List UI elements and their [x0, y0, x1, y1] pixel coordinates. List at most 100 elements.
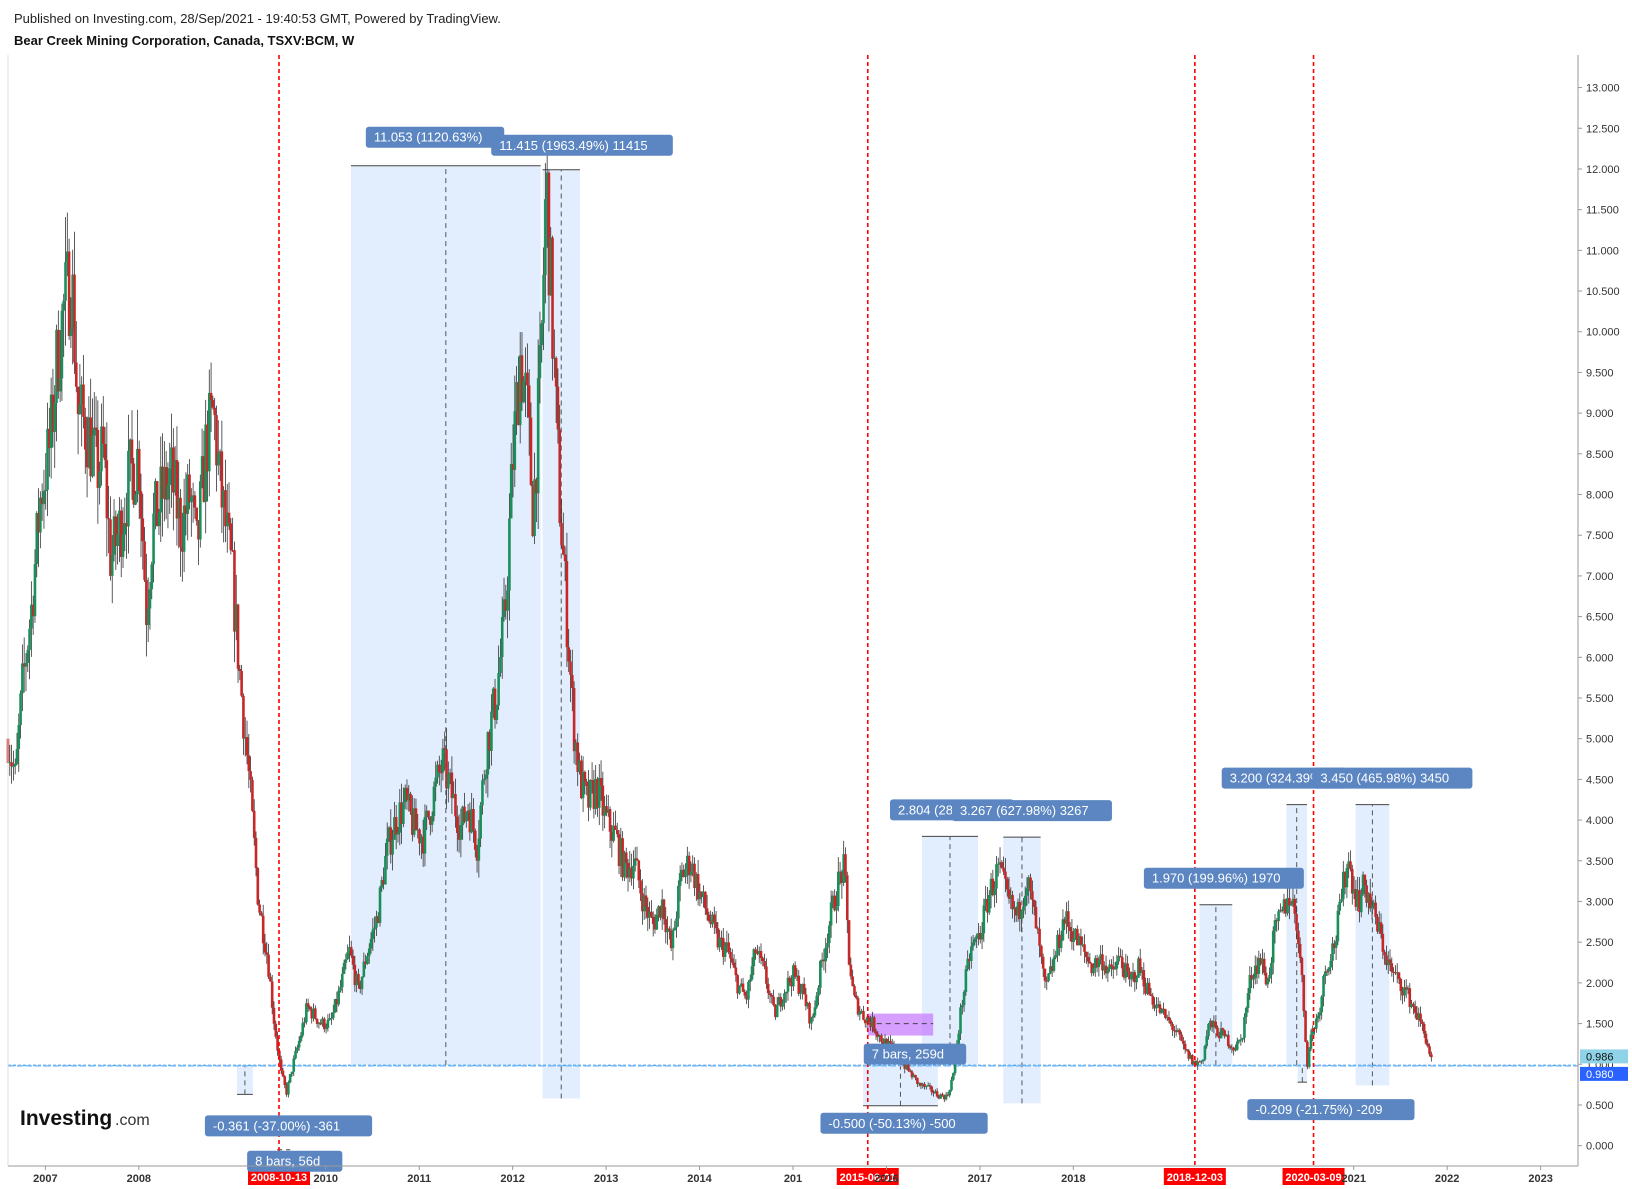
- candle-body: [588, 780, 592, 808]
- candle-body: [267, 954, 270, 977]
- candle-body: [605, 806, 608, 813]
- candle-body: [928, 1085, 932, 1087]
- candle-body: [231, 550, 234, 552]
- candle-body: [380, 879, 384, 888]
- candle-body: [1133, 972, 1137, 983]
- candle-body: [216, 453, 220, 466]
- candle-body: [434, 777, 438, 787]
- candle-body: [411, 811, 414, 835]
- candle-body: [1205, 1036, 1209, 1047]
- candle-body: [1165, 1016, 1169, 1018]
- candle-body: [1331, 943, 1334, 961]
- candle-body: [1327, 967, 1331, 972]
- candle-body: [1144, 986, 1147, 994]
- candle-body: [402, 802, 405, 824]
- last-price-label: 0.986: [1586, 1051, 1614, 1063]
- candle-body: [154, 481, 157, 514]
- candle-body: [1392, 971, 1395, 973]
- candle-body: [146, 608, 150, 625]
- candle-body: [1282, 899, 1286, 912]
- candle-body: [1153, 1004, 1156, 1009]
- candle-body: [188, 474, 191, 503]
- candle-body: [46, 428, 49, 490]
- candle-body: [1359, 894, 1363, 913]
- measure-label: 3.267 (627.98%) 3267: [960, 803, 1089, 818]
- candle-body: [653, 923, 657, 930]
- candle-body: [691, 863, 695, 872]
- candle-body: [265, 952, 269, 955]
- candle-body: [1313, 1028, 1316, 1030]
- candle-body: [1252, 978, 1255, 980]
- candle-body: [98, 471, 101, 488]
- candle-body: [1286, 897, 1289, 914]
- candle-body: [881, 1041, 885, 1045]
- candle-body: [1128, 971, 1131, 980]
- candle-body: [319, 1022, 323, 1025]
- candle-body: [745, 995, 748, 1000]
- candle-body: [1009, 894, 1013, 899]
- candle-body: [170, 447, 173, 469]
- candle-body: [987, 894, 991, 913]
- candle-body: [193, 495, 197, 508]
- candle-body: [177, 497, 181, 519]
- candle-body: [337, 990, 340, 1005]
- candle-body: [42, 491, 46, 505]
- candle-body: [984, 899, 987, 906]
- candle-body: [727, 942, 730, 952]
- candle-body: [1054, 955, 1058, 958]
- candle-body: [37, 513, 40, 533]
- candle-body: [621, 838, 624, 878]
- candle-body: [76, 386, 80, 415]
- candle-body: [157, 512, 161, 527]
- candle-body: [838, 871, 842, 873]
- candle-body: [601, 785, 605, 816]
- measure-label: -0.500 (-50.13%) -500: [828, 1116, 955, 1131]
- candle-body: [430, 816, 434, 825]
- candle-body: [324, 1027, 328, 1030]
- candle-body: [624, 852, 628, 863]
- candle-body: [792, 965, 795, 987]
- candle-body: [1422, 1024, 1426, 1034]
- candle-body: [71, 274, 74, 330]
- candle-body: [270, 981, 274, 1008]
- candle-body: [520, 355, 524, 403]
- candle-body: [234, 604, 238, 632]
- candle-body: [159, 466, 163, 513]
- candle-body: [288, 1074, 292, 1083]
- candle-body: [1307, 1048, 1311, 1067]
- candle-body: [1273, 920, 1277, 931]
- candle-body: [17, 725, 21, 750]
- event-lines-layer: 2008-10-13 2015-06-01 2018-12-03 2020-03-09: [248, 55, 1345, 1185]
- candle-body: [1280, 909, 1284, 912]
- candle-body: [1031, 891, 1034, 900]
- candle-body: [1397, 972, 1401, 979]
- candle-body: [921, 1083, 925, 1086]
- candle-body: [668, 928, 671, 931]
- level-price-label: 0.980: [1586, 1069, 1614, 1081]
- candle-body: [1189, 1054, 1192, 1059]
- candle-body: [364, 961, 367, 965]
- x-tick-label: 2018: [1061, 1173, 1085, 1185]
- candle-body: [757, 950, 761, 955]
- candle-body: [748, 979, 752, 982]
- candle-body: [583, 771, 587, 782]
- candle-body: [464, 812, 468, 822]
- candle-body: [1336, 910, 1340, 942]
- candle-body: [1428, 1046, 1431, 1055]
- candle-body: [33, 564, 37, 617]
- candle-body: [1050, 966, 1054, 971]
- candle-body: [243, 737, 247, 739]
- x-tick-label: 2017: [968, 1173, 992, 1185]
- candle-body: [714, 922, 718, 929]
- candle-body: [511, 464, 515, 470]
- candle-body: [1368, 893, 1372, 909]
- candle-body: [639, 880, 642, 894]
- candle-body: [1043, 968, 1047, 981]
- candle-body: [499, 657, 502, 674]
- candle-body: [225, 512, 229, 527]
- candle-body: [1178, 1030, 1182, 1035]
- candle-body: [367, 948, 371, 957]
- candle-body: [150, 564, 154, 590]
- candle-body: [1093, 958, 1097, 969]
